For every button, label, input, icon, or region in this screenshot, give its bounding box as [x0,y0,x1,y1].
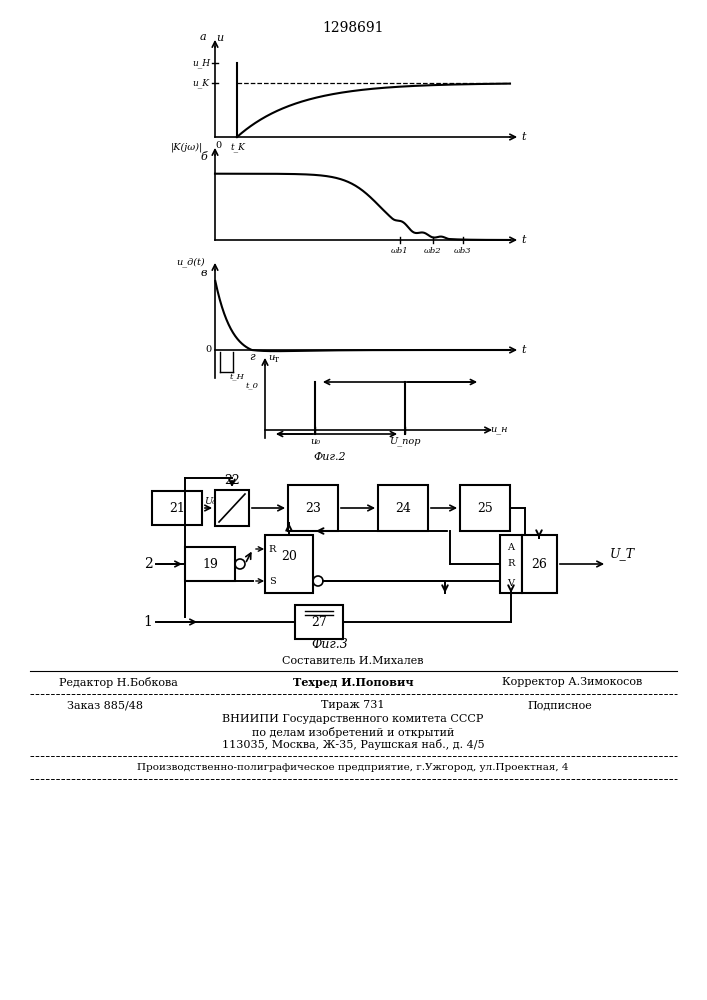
Text: Составитель И.Михалев: Составитель И.Михалев [282,656,423,666]
Text: u: u [216,33,223,43]
Text: 0: 0 [205,346,211,355]
Bar [500,535,522,593]
Text: t_0: t_0 [245,381,259,389]
Text: в: в [201,268,207,278]
Text: t_H: t_H [230,372,245,380]
Text: u₀: u₀ [310,436,320,446]
Text: u: u [268,353,274,361]
Text: 21: 21 [169,502,185,514]
Bar [215,490,249,526]
Text: t: t [522,345,526,355]
Text: Фиг.3: Фиг.3 [312,638,349,650]
Text: ωb1: ωb1 [391,247,409,255]
Text: 1: 1 [144,615,153,629]
Text: Техред И.Попович: Техред И.Попович [293,676,414,688]
Text: ωb3: ωb3 [454,247,472,255]
Text: 24: 24 [395,502,411,514]
Text: Производственно-полиграфическое предприятие, г.Ужгород, ул.Проектная, 4: Производственно-полиграфическое предприя… [137,762,568,772]
Bar [288,485,338,531]
Text: Заказ 885/48: Заказ 885/48 [67,700,143,710]
Text: 1298691: 1298691 [322,21,384,35]
Text: 2: 2 [144,557,153,571]
Text: 0: 0 [215,140,221,149]
Text: ВНИИПИ Государственного комитета СССР: ВНИИПИ Государственного комитета СССР [222,714,484,724]
Text: б: б [201,152,207,162]
Bar [378,485,428,531]
Text: V: V [508,578,515,587]
Text: Тираж 731: Тираж 731 [321,700,385,710]
Bar [522,535,557,593]
Text: 25: 25 [477,502,493,514]
Bar [265,535,313,593]
Text: |K(jω)|: |K(jω)| [171,142,203,152]
Text: u_K: u_K [192,78,209,88]
Text: Фиг.2: Фиг.2 [314,452,346,462]
Text: 23: 23 [305,502,321,514]
Text: u_д(t): u_д(t) [177,257,205,267]
Text: a: a [199,32,206,42]
Bar [295,605,343,639]
Bar [460,485,510,531]
Text: t_K: t_K [230,142,245,152]
Text: 27: 27 [311,615,327,629]
Text: t: t [522,235,526,245]
Text: t: t [522,132,526,142]
Text: u_H: u_H [192,58,210,68]
Text: Редактор Н.Бобкова: Редактор Н.Бобкова [59,676,177,688]
Text: Корректор А.Зимокосов: Корректор А.Зимокосов [502,677,642,687]
Bar [152,491,202,525]
Text: 113035, Москва, Ж-35, Раушская наб., д. 4/5: 113035, Москва, Ж-35, Раушская наб., д. … [222,740,484,750]
Text: 26: 26 [531,558,547,570]
Text: 22: 22 [224,474,240,487]
Bar [185,547,235,581]
Text: ωb2: ωb2 [424,247,442,255]
Text: U_T: U_T [609,548,635,560]
Text: R: R [269,544,276,554]
Text: A: A [508,542,515,552]
Text: Подписное: Подписное [527,700,592,710]
Text: S: S [269,576,275,585]
Text: г: г [249,352,255,362]
Text: 19: 19 [202,558,218,570]
Text: R: R [508,560,515,568]
Text: по делам изобретений и открытий: по делам изобретений и открытий [252,726,454,738]
Text: T: T [274,356,279,364]
Text: U₀: U₀ [204,497,216,506]
Text: u_н: u_н [490,426,508,434]
Text: 20: 20 [281,550,297,562]
Text: U_пор: U_пор [390,436,421,446]
